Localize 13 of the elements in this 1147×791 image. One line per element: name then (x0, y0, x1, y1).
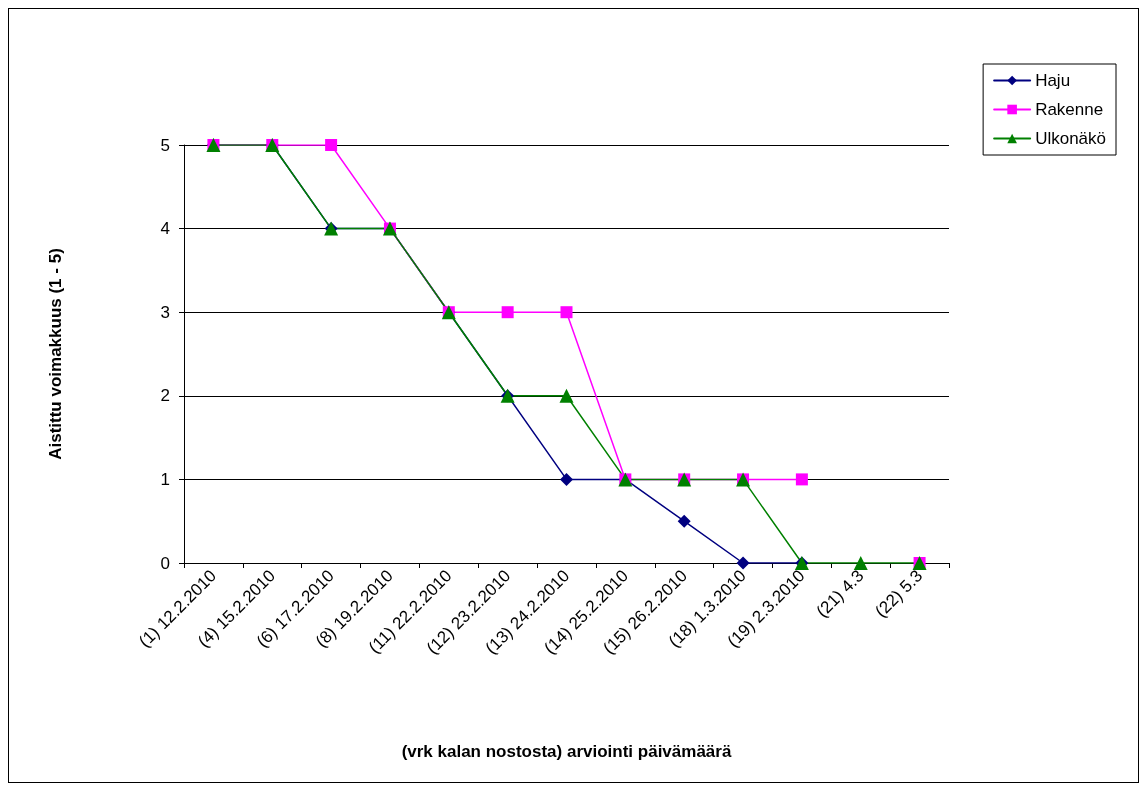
x-tick-label: (22) 5.3 (871, 566, 927, 622)
y-tick-label: 2 (160, 386, 170, 406)
y-tick-label: 4 (160, 219, 170, 239)
y-tick-label: 1 (160, 469, 170, 489)
y-axis-title: Aistittu voimakkuus (1 - 5) (46, 248, 65, 460)
y-tick-label: 5 (160, 135, 170, 155)
y-tick-label: 0 (160, 553, 170, 573)
x-tick-label: (21) 4.3 (812, 566, 868, 622)
y-tick-label: 3 (160, 302, 170, 322)
legend-label: Rakenne (1035, 100, 1104, 119)
x-axis-title: (vrk kalan nostosta) arviointi päivämäärä (401, 742, 732, 761)
legend-label: Ulkonäkö (1035, 129, 1106, 148)
legend-label: Haju (1035, 71, 1071, 90)
